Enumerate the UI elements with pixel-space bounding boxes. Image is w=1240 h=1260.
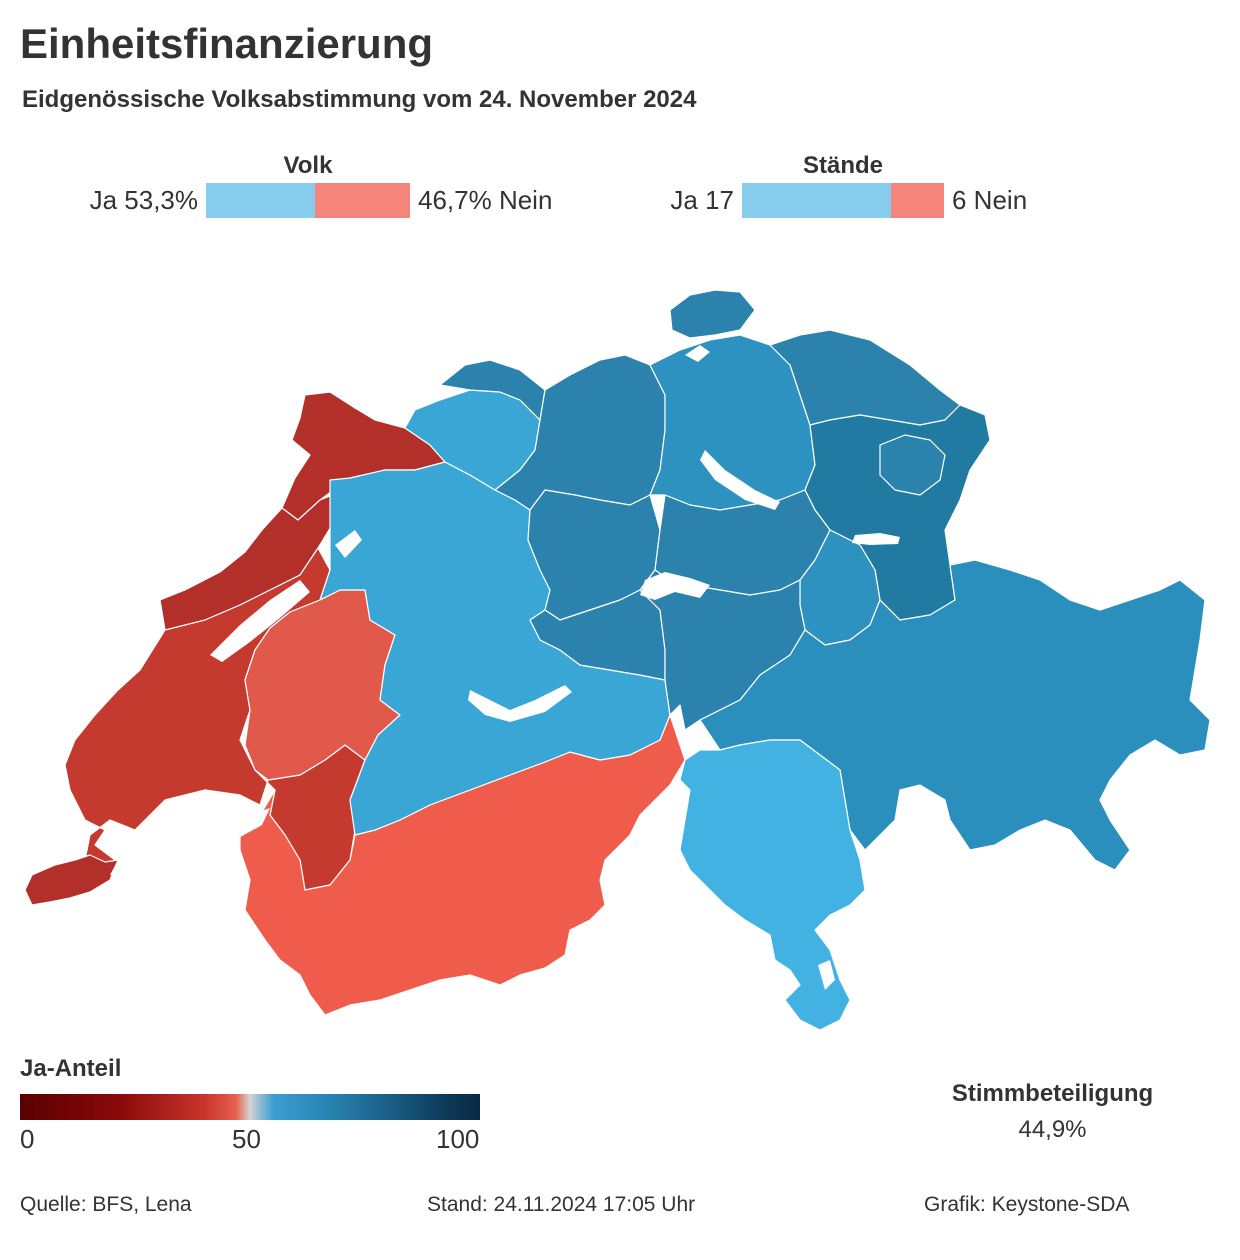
turnout-value: 44,9% xyxy=(1018,1116,1087,1143)
legend-tick-50: 50 xyxy=(232,1124,261,1154)
region-graubuenden[interactable] xyxy=(699,559,1211,871)
staende-result-bar xyxy=(742,183,944,218)
lake-zurich xyxy=(700,450,780,510)
volk-title: Volk xyxy=(283,152,333,179)
region-geneva[interactable] xyxy=(24,854,119,906)
lake-thun-brienz xyxy=(468,685,572,722)
legend-color-scale xyxy=(20,1094,480,1120)
legend-tick-0: 0 xyxy=(20,1124,35,1154)
volk-no-label: 46,7% Nein xyxy=(418,185,553,215)
region-ticino[interactable] xyxy=(679,739,866,1031)
volk-yes-segment xyxy=(206,183,315,218)
volk-no-segment xyxy=(314,183,410,218)
lake-constance xyxy=(685,345,710,362)
region-valais[interactable] xyxy=(239,714,686,1016)
lake-biel xyxy=(335,530,362,558)
chart-title: Einheitsfinanzierung xyxy=(20,20,434,67)
staende-yes-label: Ja 17 xyxy=(670,185,734,215)
chart-subtitle: Eidgenössische Volksabstimmung vom 24. N… xyxy=(22,86,697,113)
lake-geneva xyxy=(110,808,270,875)
region-appenzell[interactable] xyxy=(879,434,946,496)
staende-no-label: 6 Nein xyxy=(952,185,1028,215)
lake-lucerne xyxy=(640,572,710,600)
staende-title: Stände xyxy=(802,152,883,179)
footer-stand: Stand: 24.11.2024 17:05 Uhr xyxy=(427,1193,696,1216)
lake-neuchatel xyxy=(210,580,310,662)
legend-tick-100: 100 xyxy=(436,1124,480,1154)
legend-title: Ja-Anteil xyxy=(20,1055,122,1082)
staende-yes-segment xyxy=(742,183,892,218)
lake-walen xyxy=(852,533,900,545)
lake-maggiore xyxy=(818,960,835,990)
volk-result-bar xyxy=(206,183,410,218)
region-schaffhausen[interactable] xyxy=(669,289,756,339)
turnout-title: Stimmbeteiligung xyxy=(951,1080,1154,1107)
volk-yes-label: Ja 53,3% xyxy=(89,185,198,215)
switzerland-map xyxy=(24,289,1211,1031)
footer-credit: Grafik: Keystone-SDA xyxy=(924,1193,1130,1216)
footer-source: Quelle: BFS, Lena xyxy=(20,1193,192,1216)
staende-no-segment xyxy=(891,183,944,218)
